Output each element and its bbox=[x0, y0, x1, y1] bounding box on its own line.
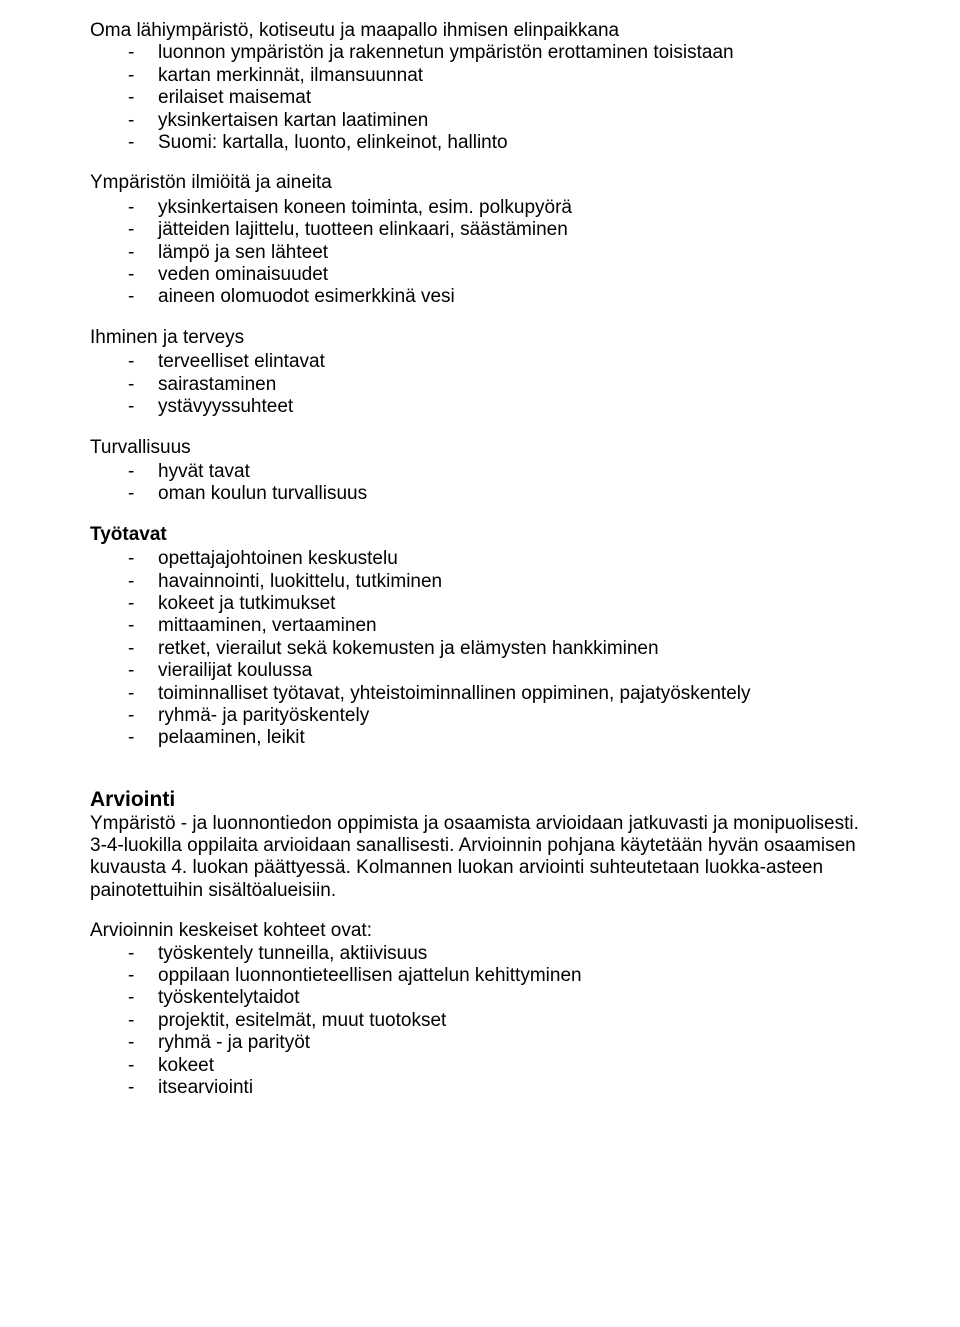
list-item: pelaaminen, leikit bbox=[128, 727, 870, 749]
list-health: terveelliset elintavat sairastaminen yst… bbox=[90, 351, 870, 418]
list-item: retket, vierailut sekä kokemusten ja elä… bbox=[128, 638, 870, 660]
list-safety: hyvät tavat oman koulun turvallisuus bbox=[90, 461, 870, 506]
heading-assessment: Arviointi bbox=[90, 788, 870, 813]
list-item: havainnointi, luokittelu, tutkiminen bbox=[128, 571, 870, 593]
list-item: kokeet bbox=[128, 1055, 870, 1077]
paragraph-assessment: Ympäristö - ja luonnontiedon oppimista j… bbox=[90, 813, 870, 903]
list-item: ryhmä- ja parityöskentely bbox=[128, 705, 870, 727]
list-item: luonnon ympäristön ja rakennetun ympäris… bbox=[128, 42, 870, 64]
section-title-health: Ihminen ja terveys bbox=[90, 327, 870, 349]
list-item: lämpö ja sen lähteet bbox=[128, 242, 870, 264]
list-item: toiminnalliset työtavat, yhteistoiminnal… bbox=[128, 683, 870, 705]
assessment-list-intro: Arvioinnin keskeiset kohteet ovat: bbox=[90, 920, 870, 942]
list-phenomena: yksinkertaisen koneen toiminta, esim. po… bbox=[90, 197, 870, 309]
list-item: hyvät tavat bbox=[128, 461, 870, 483]
list-item: projektit, esitelmät, muut tuotokset bbox=[128, 1010, 870, 1032]
list-item: yksinkertaisen kartan laatiminen bbox=[128, 110, 870, 132]
section-title-phenomena: Ympäristön ilmiöitä ja aineita bbox=[90, 172, 870, 194]
list-workmethods: opettajajohtoinen keskustelu havainnoint… bbox=[90, 548, 870, 750]
list-item: kokeet ja tutkimukset bbox=[128, 593, 870, 615]
list-item: sairastaminen bbox=[128, 374, 870, 396]
list-item: aineen olomuodot esimerkkinä vesi bbox=[128, 286, 870, 308]
list-item: mittaaminen, vertaaminen bbox=[128, 615, 870, 637]
list-item: erilaiset maisemat bbox=[128, 87, 870, 109]
list-item: vierailijat koulussa bbox=[128, 660, 870, 682]
list-item: itsearviointi bbox=[128, 1077, 870, 1099]
list-item: opettajajohtoinen keskustelu bbox=[128, 548, 870, 570]
list-item: oman koulun turvallisuus bbox=[128, 483, 870, 505]
list-item: oppilaan luonnontieteellisen ajattelun k… bbox=[128, 965, 870, 987]
list-item: veden ominaisuudet bbox=[128, 264, 870, 286]
list-item: kartan merkinnät, ilmansuunnat bbox=[128, 65, 870, 87]
section-title-workmethods: Työtavat bbox=[90, 524, 870, 546]
list-item: työskentelytaidot bbox=[128, 987, 870, 1009]
list-item: ystävyyssuhteet bbox=[128, 396, 870, 418]
list-item: Suomi: kartalla, luonto, elinkeinot, hal… bbox=[128, 132, 870, 154]
list-item: terveelliset elintavat bbox=[128, 351, 870, 373]
list-item: jätteiden lajittelu, tuotteen elinkaari,… bbox=[128, 219, 870, 241]
list-item: ryhmä - ja parityöt bbox=[128, 1032, 870, 1054]
list-environment: luonnon ympäristön ja rakennetun ympäris… bbox=[90, 42, 870, 154]
list-assessment: työskentely tunneilla, aktiivisuus oppil… bbox=[90, 943, 870, 1100]
section-title-safety: Turvallisuus bbox=[90, 437, 870, 459]
list-item: työskentely tunneilla, aktiivisuus bbox=[128, 943, 870, 965]
section-title-environment: Oma lähiympäristö, kotiseutu ja maapallo… bbox=[90, 20, 870, 42]
list-item: yksinkertaisen koneen toiminta, esim. po… bbox=[128, 197, 870, 219]
